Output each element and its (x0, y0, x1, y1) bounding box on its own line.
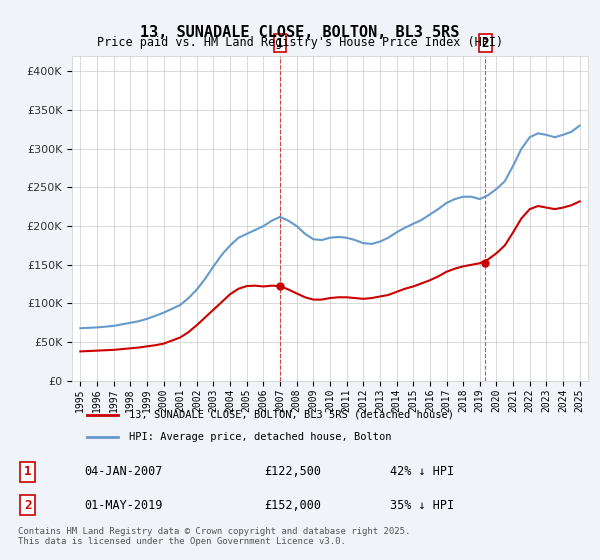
Text: 1: 1 (277, 36, 284, 49)
Text: 13, SUNADALE CLOSE, BOLTON, BL3 5RS (detached house): 13, SUNADALE CLOSE, BOLTON, BL3 5RS (det… (129, 409, 454, 419)
Text: 2: 2 (482, 36, 489, 49)
Text: Price paid vs. HM Land Registry's House Price Index (HPI): Price paid vs. HM Land Registry's House … (97, 36, 503, 49)
Text: 13, SUNADALE CLOSE, BOLTON, BL3 5RS: 13, SUNADALE CLOSE, BOLTON, BL3 5RS (140, 25, 460, 40)
Text: 04-JAN-2007: 04-JAN-2007 (84, 465, 163, 478)
Text: Contains HM Land Registry data © Crown copyright and database right 2025.
This d: Contains HM Land Registry data © Crown c… (18, 526, 410, 546)
Text: 01-MAY-2019: 01-MAY-2019 (84, 499, 163, 512)
Text: 1: 1 (24, 465, 32, 478)
Text: HPI: Average price, detached house, Bolton: HPI: Average price, detached house, Bolt… (129, 432, 391, 442)
Text: £152,000: £152,000 (264, 499, 321, 512)
Text: 2: 2 (24, 499, 32, 512)
Text: 42% ↓ HPI: 42% ↓ HPI (390, 465, 454, 478)
Text: £122,500: £122,500 (264, 465, 321, 478)
Text: 35% ↓ HPI: 35% ↓ HPI (390, 499, 454, 512)
